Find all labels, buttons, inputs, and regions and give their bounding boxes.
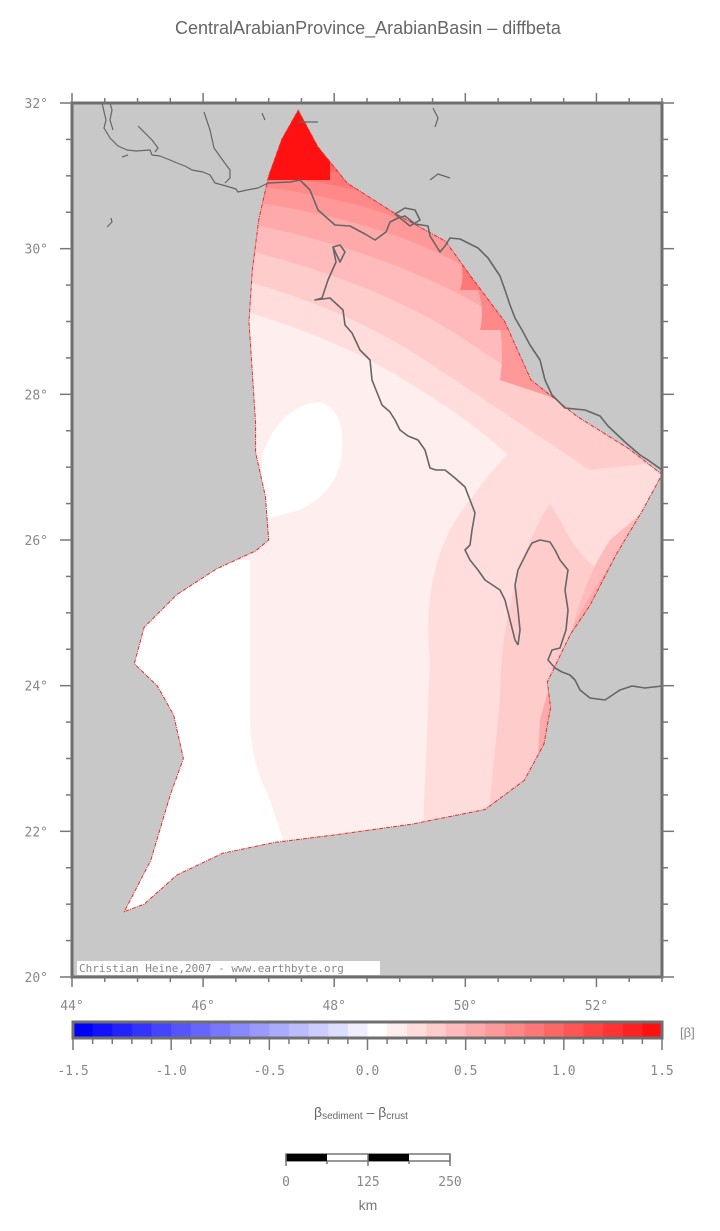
colorbar-tick-label: -0.5 <box>254 1064 285 1079</box>
colorbar-swatch <box>524 1022 545 1038</box>
map-title: CentralArabianProvince_ArabianBasin – di… <box>175 18 561 38</box>
scale-bar: 0 125 250 km <box>282 1153 462 1213</box>
colorbar-swatch <box>446 1022 467 1038</box>
colorbar-swatch <box>210 1022 231 1038</box>
colorbar-swatch <box>426 1022 447 1038</box>
x-tick-label: 46° <box>191 999 214 1014</box>
colorbar-swatch <box>151 1022 172 1038</box>
colorbar-xlabel: βsediment – βcrust <box>314 1104 408 1122</box>
colorbar-swatch <box>308 1022 329 1038</box>
y-tick-label: 28° <box>25 388 48 403</box>
y-tick-label: 26° <box>25 534 48 549</box>
colorbar-swatch <box>328 1022 349 1038</box>
y-tick-label: 22° <box>25 825 48 840</box>
colorbar-swatch <box>269 1022 290 1038</box>
x-axis: 44° 46° 48° 50° 52° <box>60 93 663 1014</box>
colorbar-tick-label: -1.0 <box>156 1064 187 1079</box>
colorbar-swatch <box>563 1022 585 1038</box>
colorbar-tick-label: 1.5 <box>650 1064 673 1079</box>
x-tick-label: 52° <box>585 999 608 1014</box>
y-tick-label: 20° <box>25 971 48 986</box>
colorbar-tick-label: 1.0 <box>552 1064 575 1079</box>
credit-text: Christian Heine,2007 - www.earthbyte.org <box>79 962 344 975</box>
colorbar-tick-label: 0.5 <box>454 1064 477 1079</box>
colorbar-swatch <box>387 1022 408 1038</box>
colorbar-swatch <box>288 1022 310 1038</box>
colorbar-swatch <box>622 1022 643 1038</box>
region-boundary <box>123 109 663 913</box>
colorbar-tick-label: 0.0 <box>356 1064 379 1079</box>
colorbar-swatch <box>171 1022 192 1038</box>
colorbar-swatch <box>544 1022 565 1038</box>
y-axis: 32° 30° 28° 26° 24° 22° 20° <box>25 97 674 986</box>
y-tick-label: 32° <box>25 97 48 112</box>
colorbar-swatch <box>249 1022 270 1038</box>
scale-label-250: 250 <box>438 1175 461 1190</box>
colorbar-swatch <box>230 1022 251 1038</box>
colorbar-unit: [β] <box>680 1025 695 1040</box>
coastlines <box>101 103 662 701</box>
x-tick-label: 50° <box>454 999 477 1014</box>
colorbar-swatch <box>190 1022 212 1038</box>
colorbar-swatch <box>112 1022 133 1038</box>
y-tick-label: 24° <box>25 680 48 695</box>
colorbar-swatch <box>465 1022 486 1038</box>
colorbar-swatch <box>73 1022 94 1038</box>
colorbar-swatch <box>485 1022 506 1038</box>
colorbar-swatch <box>504 1022 526 1038</box>
colorbar-swatch <box>603 1022 624 1038</box>
y-tick-label: 30° <box>25 243 48 258</box>
colorbar-swatch <box>406 1022 427 1038</box>
colorbar-swatch <box>642 1022 663 1038</box>
credit-box <box>77 961 380 975</box>
colorbar-swatch <box>347 1022 369 1038</box>
colorbar-swatch <box>367 1022 388 1038</box>
colorbar-tick-label: -1.5 <box>57 1064 88 1079</box>
colorbar: -1.5 -1.0 -0.5 0.0 0.5 1.0 1.5 <box>57 1020 674 1079</box>
scale-unit: km <box>359 1197 378 1213</box>
colorbar-frame <box>71 1020 664 1040</box>
colorbar-swatch <box>583 1022 604 1038</box>
scale-label-125: 125 <box>356 1175 379 1190</box>
x-tick-label: 44° <box>60 999 83 1014</box>
scale-label-0: 0 <box>282 1175 290 1190</box>
x-tick-label: 48° <box>322 999 345 1014</box>
colorbar-swatch <box>92 1022 113 1038</box>
colorbar-swatch <box>131 1022 153 1038</box>
